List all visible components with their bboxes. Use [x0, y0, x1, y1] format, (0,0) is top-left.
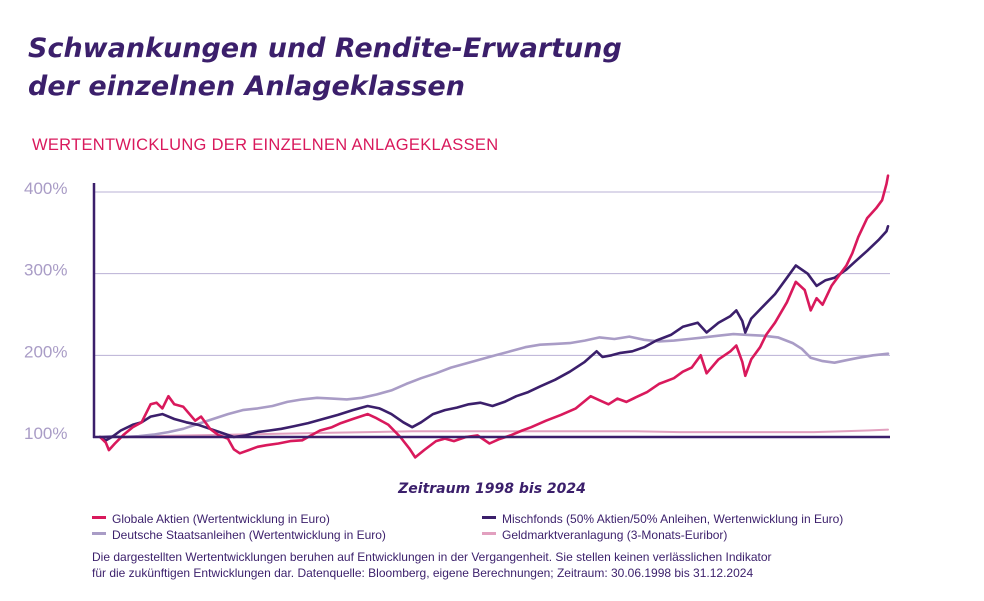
y-tick-label-100: 100% — [24, 424, 67, 443]
line-chart: 100% 200% 300% 400% — [24, 174, 890, 459]
legend-swatch-geldmarkt — [482, 532, 496, 536]
y-tick-label-200: 200% — [24, 342, 67, 361]
legend-item-staatsanleihen: Deutsche Staatsanleihen (Wertentwicklung… — [92, 528, 386, 542]
title-line-2: der einzelnen Anlageklassen — [28, 71, 465, 102]
x-axis-label: Zeitraum 1998 bis 2024 — [398, 481, 586, 497]
y-tick-label-300: 300% — [24, 261, 67, 280]
legend-item-globale-aktien: Globale Aktien (Wertentwicklung in Euro) — [92, 512, 330, 526]
chart-subtitle: WERTENTWICKLUNG DER EINZELNEN ANLAGEKLAS… — [32, 136, 499, 154]
title-line-1: Schwankungen und Rendite-Erwartung — [28, 33, 622, 64]
series-line-mischfonds — [98, 225, 890, 442]
footnote-line-2: für die zukünftigen Entwicklungen dar. D… — [92, 566, 754, 580]
axes — [92, 183, 890, 439]
legend-label-mischfonds: Mischfonds (50% Aktien/50% Anleihen, Wer… — [502, 512, 844, 526]
legend-swatch-staatsanleihen — [92, 532, 106, 536]
page-title: Schwankungen und Rendite-Erwartung der e… — [28, 30, 728, 106]
series-line-staatsanleihen — [98, 332, 890, 439]
y-axis-ticks: 100% 200% 300% 400% — [24, 179, 67, 443]
legend-item-geldmarkt: Geldmarktveranlagung (3-Monats-Euribor) — [482, 528, 727, 542]
legend-label-geldmarkt: Geldmarktveranlagung (3-Monats-Euribor) — [502, 528, 728, 542]
series-lines — [98, 174, 890, 459]
footnote: Die dargestellten Wertentwicklungen beru… — [92, 549, 952, 581]
series-line-globale-aktien — [98, 174, 890, 459]
legend-label-staatsanleihen: Deutsche Staatsanleihen (Wertentwicklung… — [112, 528, 386, 542]
footnote-line-1: Die dargestellten Wertentwicklungen beru… — [92, 550, 772, 564]
legend-swatch-globale-aktien — [92, 516, 106, 520]
legend-swatch-mischfonds — [482, 516, 496, 520]
legend-label-globale-aktien: Globale Aktien (Wertentwicklung in Euro) — [112, 512, 330, 526]
y-tick-label-400: 400% — [24, 179, 67, 198]
legend-item-mischfonds: Mischfonds (50% Aktien/50% Anleihen, Wer… — [482, 512, 843, 526]
